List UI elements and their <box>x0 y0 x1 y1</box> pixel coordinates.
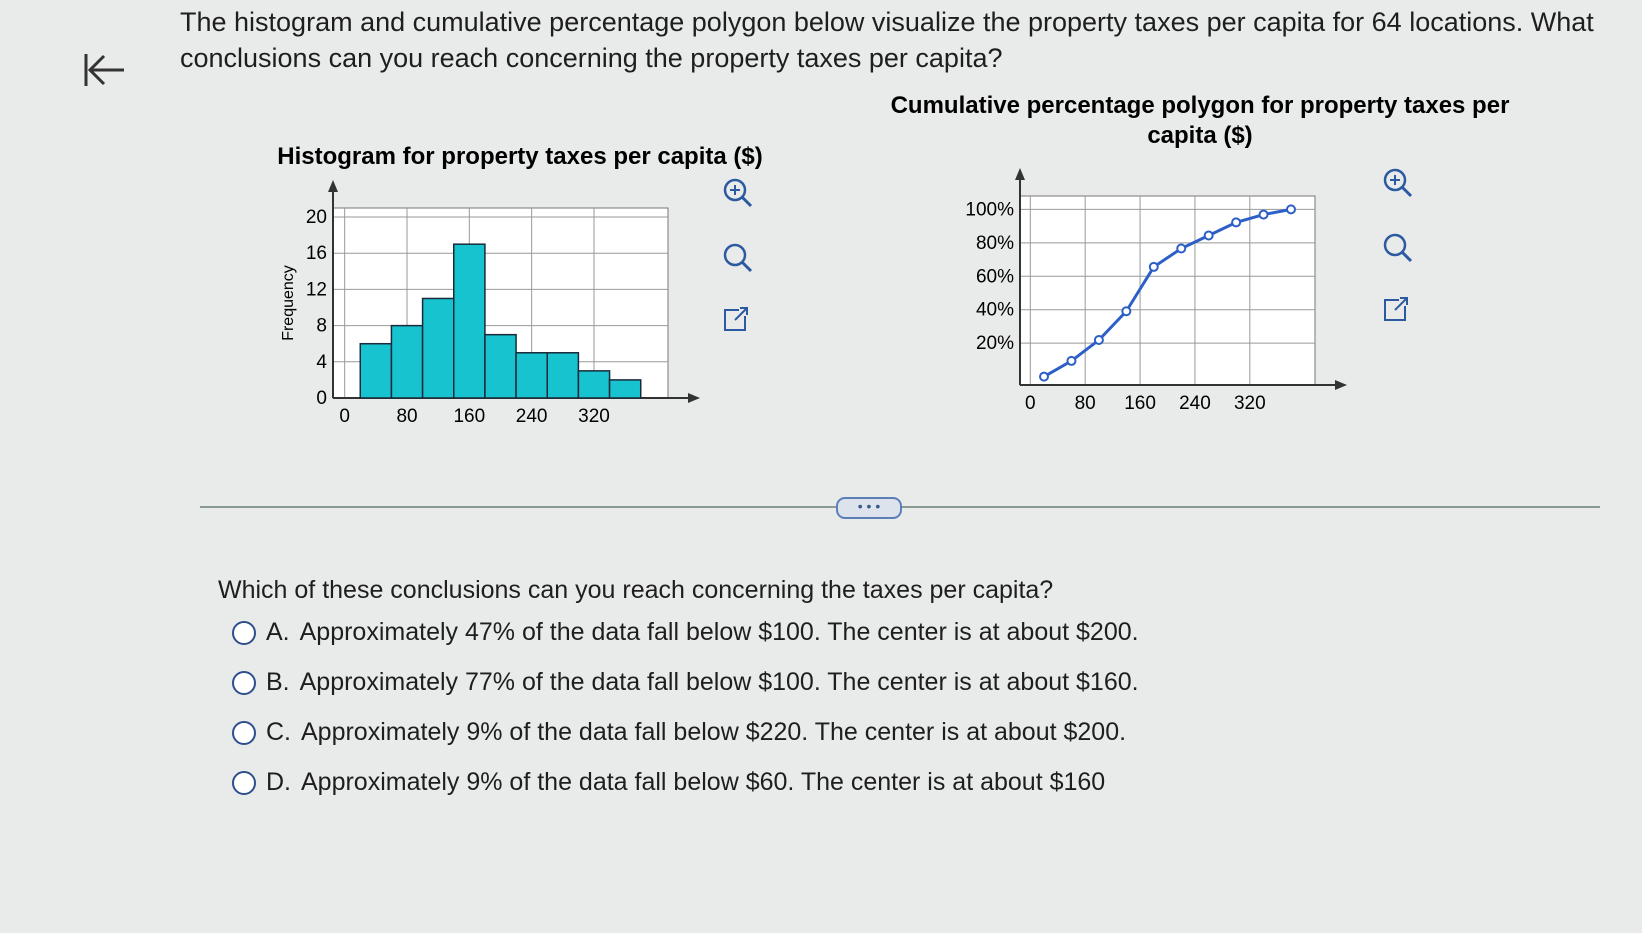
y-tick-label: 16 <box>306 243 327 264</box>
option-letter: C. <box>266 718 291 746</box>
chart-title: Cumulative percentage polygon for proper… <box>891 92 1510 149</box>
bar <box>359 342 393 399</box>
point <box>1066 355 1077 366</box>
cumulative-line <box>1043 207 1292 378</box>
x-tick-label: 240 <box>1179 393 1211 414</box>
bar <box>421 297 455 399</box>
option-text: Approximately 9% of the data fall below … <box>301 718 1127 746</box>
option[interactable]: D. Approximately 9% of the data fall belo… <box>232 768 1105 797</box>
icon-part <box>730 185 740 195</box>
y-axis-label: Frequency <box>280 265 297 341</box>
radio[interactable] <box>232 720 256 745</box>
bar <box>390 324 424 399</box>
y-axis-arrow <box>1015 168 1025 180</box>
y-tick-label: 12 <box>306 279 327 300</box>
plot-area <box>1019 195 1316 386</box>
option[interactable]: C. Approximately 9% of the data fall belo… <box>232 718 1126 747</box>
x-tick-label: 80 <box>396 406 417 427</box>
point <box>1285 204 1296 215</box>
y-tick-label: 40% <box>976 300 1014 321</box>
bar <box>608 379 642 399</box>
y-tick-label: 60% <box>976 266 1014 287</box>
icon-part <box>724 307 748 331</box>
zoom-button[interactable] <box>1383 233 1413 263</box>
y-axis-arrow <box>328 180 338 192</box>
option-text: Approximately 47% of the data fall below… <box>299 618 1139 646</box>
radio[interactable] <box>232 670 256 695</box>
zoom-button[interactable] <box>1383 168 1413 198</box>
y-tick-label: 4 <box>316 352 327 373</box>
open-button[interactable] <box>724 307 748 331</box>
bar <box>546 352 580 399</box>
icon-part <box>740 195 753 208</box>
y-tick-label: 20 <box>306 207 327 228</box>
point <box>1231 217 1242 228</box>
bar <box>484 333 517 399</box>
icon-part <box>723 178 747 202</box>
icon-part <box>1383 233 1407 257</box>
option-letter: B. <box>266 668 290 696</box>
question-text: The histogram and cumulative percentage … <box>180 7 1594 73</box>
radio[interactable] <box>232 620 256 645</box>
prompt: Which of these conclusions can you reach… <box>218 576 1054 604</box>
title-line: Cumulative percentage polygon for proper… <box>891 92 1510 119</box>
x-axis-arrow <box>1335 380 1347 390</box>
icon-part <box>740 260 753 273</box>
icon-part <box>1400 185 1413 198</box>
point <box>1093 335 1104 346</box>
icon-part <box>1400 250 1413 263</box>
bar <box>515 352 548 399</box>
icon-part <box>1384 297 1408 321</box>
zoom-button[interactable] <box>723 243 753 273</box>
more-button[interactable]: • • • <box>836 497 902 519</box>
icon-part <box>723 243 747 267</box>
x-tick-label: 80 <box>1075 393 1096 414</box>
option[interactable]: B. Approximately 77% of the data fall bel… <box>232 668 1139 697</box>
y-tick-label: 0 <box>316 388 327 409</box>
x-tick-label: 320 <box>578 406 610 427</box>
point <box>1203 230 1214 241</box>
x-tick-label: 0 <box>339 406 350 427</box>
y-tick-label: 20% <box>976 333 1014 354</box>
x-tick-label: 160 <box>453 406 485 427</box>
chart-title: Histogram for property taxes per capita … <box>277 143 762 170</box>
option[interactable]: A. Approximately 47% of the data fall bel… <box>232 618 1139 647</box>
y-tick-label: 80% <box>976 233 1014 254</box>
x-tick-label: 160 <box>1124 393 1156 414</box>
charts: Histogram for property taxes per capita … <box>277 92 1510 427</box>
x-tick-label: 0 <box>1025 393 1036 414</box>
point <box>1039 371 1050 382</box>
zoom-button[interactable] <box>723 178 753 208</box>
point <box>1148 261 1159 272</box>
option-text: Approximately 9% of the data fall below … <box>301 768 1106 796</box>
y-tick-label: 100% <box>965 199 1014 220</box>
x-tick-label: 320 <box>1234 393 1266 414</box>
option-letter: D. <box>266 768 291 796</box>
point <box>1176 243 1187 254</box>
point <box>1121 306 1132 317</box>
back-button[interactable] <box>80 50 130 90</box>
open-button[interactable] <box>1384 297 1408 321</box>
title-line: capita ($) <box>1147 122 1252 149</box>
x-axis-arrow <box>688 393 700 403</box>
x-tick-label: 240 <box>516 406 548 427</box>
icon-part <box>1390 175 1400 185</box>
icon-part <box>1383 168 1407 192</box>
bar <box>577 370 611 399</box>
radio[interactable] <box>232 770 256 795</box>
bar <box>453 243 486 399</box>
option-letter: A. <box>266 618 290 646</box>
option-text: Approximately 77% of the data fall below… <box>299 668 1139 696</box>
point <box>1258 209 1269 220</box>
y-tick-label: 8 <box>316 316 327 337</box>
